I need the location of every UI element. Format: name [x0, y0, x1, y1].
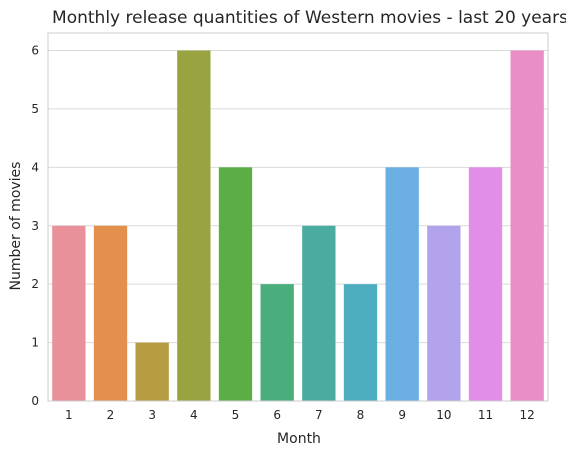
x-axis-label: Month: [277, 431, 321, 447]
x-tick-label: 12: [520, 408, 535, 422]
gridlines: [48, 50, 548, 402]
bar-month-8: [343, 284, 378, 401]
x-tick-label: 4: [190, 408, 198, 422]
x-tick-label: 8: [357, 408, 365, 422]
bar-month-6: [260, 284, 294, 401]
bar-month-1: [52, 225, 86, 401]
bar-month-12: [510, 50, 544, 402]
bars: [52, 50, 544, 402]
chart-title: Monthly release quantities of Western mo…: [52, 8, 566, 28]
x-tick-label: 6: [273, 408, 281, 422]
bar-month-10: [427, 225, 461, 401]
x-axis-ticks: 1 2 3 4 5 6 7 8 9 10 11 12: [65, 408, 535, 422]
x-tick-label: 7: [315, 408, 323, 422]
bar-month-5: [218, 167, 253, 401]
bar-month-2: [93, 225, 128, 401]
y-tick-label: 2: [31, 277, 39, 291]
y-tick-label: 0: [31, 394, 39, 408]
bar-month-4: [177, 50, 211, 402]
x-tick-label: 11: [478, 408, 493, 422]
y-tick-label: 3: [31, 219, 39, 233]
bar-month-3: [135, 342, 169, 401]
plot-frame: [47, 32, 549, 402]
x-tick-label: 5: [232, 408, 240, 422]
bar-month-7: [302, 225, 336, 401]
x-tick-label: 2: [107, 408, 115, 422]
x-tick-label: 9: [398, 408, 406, 422]
y-tick-label: 5: [31, 102, 39, 116]
x-tick-label: 3: [148, 408, 156, 422]
bar-month-11: [468, 167, 503, 401]
y-axis-ticks: 0 1 2 3 4 5 6: [31, 44, 39, 408]
x-tick-label: 1: [65, 408, 73, 422]
y-axis-label: Number of movies: [8, 162, 24, 291]
y-tick-label: 4: [31, 160, 39, 174]
y-tick-label: 6: [31, 44, 39, 58]
bar-month-9: [385, 167, 419, 401]
y-tick-label: 1: [31, 336, 39, 350]
x-tick-label: 10: [436, 408, 451, 422]
